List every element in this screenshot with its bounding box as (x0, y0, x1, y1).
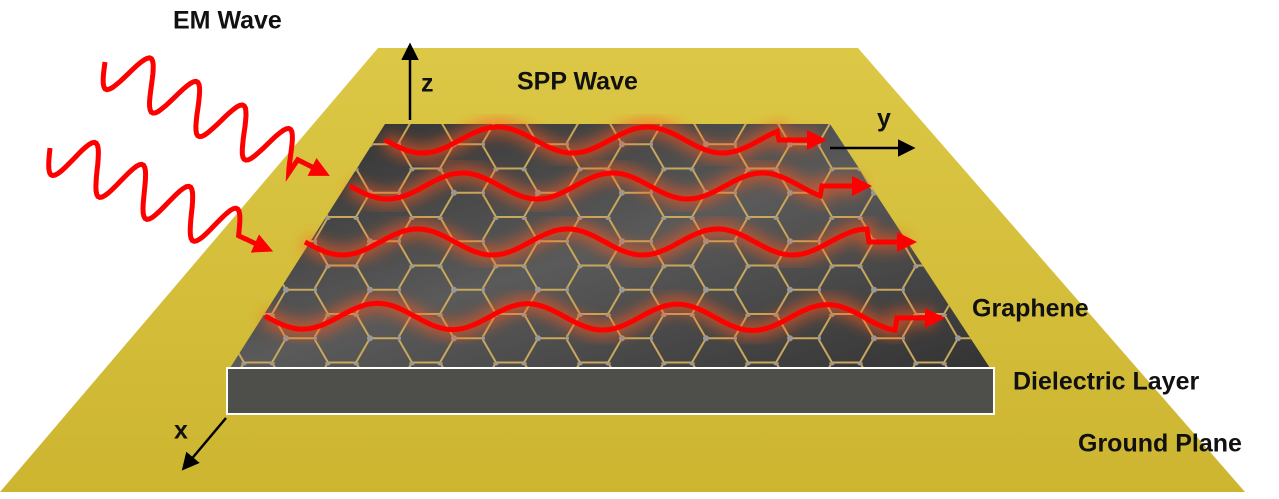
em-wave (100, 55, 330, 182)
spp-wave (303, 226, 917, 258)
dielectric-label: Dielectric Layer (1013, 368, 1199, 396)
em-wave (46, 139, 274, 253)
z-label: z (421, 70, 434, 98)
spp-wave (348, 170, 872, 202)
spp-wave (263, 300, 945, 334)
x-axis (181, 417, 227, 471)
spp-wave-label: SPP Wave (517, 68, 638, 96)
graphene-label: Graphene (972, 295, 1089, 323)
spp-wave (383, 124, 827, 156)
waves (46, 55, 945, 340)
dielectric-layer (226, 367, 995, 415)
ground-label: Ground Plane (1078, 430, 1242, 458)
y-label: y (877, 105, 891, 133)
x-label: x (174, 417, 188, 445)
em-wave-label: EM Wave (173, 7, 282, 35)
